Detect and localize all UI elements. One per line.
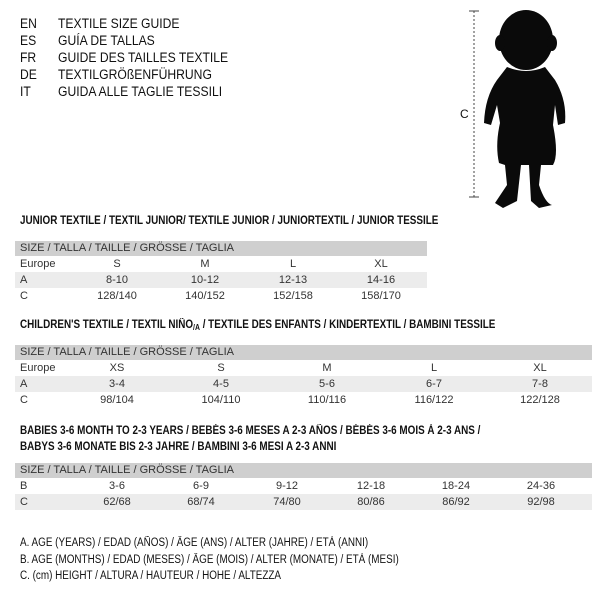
table-cell: L bbox=[430, 362, 438, 374]
table-cell: 7-8 bbox=[532, 378, 548, 390]
guide-title-es: GUÍA DE TALLAS bbox=[58, 33, 155, 48]
table-cell: 14-16 bbox=[366, 274, 396, 286]
table-cell: XL bbox=[533, 362, 547, 374]
size-header-row: SIZE / TALLA / TAILLE / GRÖSSE / TAGLIA bbox=[15, 345, 592, 360]
row-label: C bbox=[20, 496, 28, 508]
table-cell: 152/158 bbox=[273, 290, 313, 302]
table-row: A 8-10 10-12 12-13 14-16 bbox=[15, 272, 427, 288]
table-cell: 80/86 bbox=[357, 496, 385, 508]
table-row: A 3-4 4-5 5-6 6-7 7-8 bbox=[15, 376, 592, 392]
table-cell: XL bbox=[374, 258, 388, 270]
table-cell: 92/98 bbox=[527, 496, 555, 508]
height-measure-label: C bbox=[460, 107, 469, 121]
size-header-row: SIZE / TALLA / TAILLE / GRÖSSE / TAGLIA bbox=[15, 463, 592, 478]
table-cell: S bbox=[217, 362, 225, 374]
size-header-row: SIZE / TALLA / TAILLE / GRÖSSE / TAGLIA bbox=[15, 241, 427, 256]
table-row: C 128/140 140/152 152/158 158/170 bbox=[15, 288, 427, 304]
table-cell: 5-6 bbox=[319, 378, 335, 390]
row-label: A bbox=[20, 378, 28, 390]
table-cell: 3-4 bbox=[109, 378, 125, 390]
row-label: Europe bbox=[20, 362, 56, 374]
children-title-main: CHILDREN'S TEXTILE / TEXTIL NIÑO bbox=[20, 319, 194, 331]
row-label: Europe bbox=[20, 258, 56, 270]
legend-c: C. (cm) HEIGHT / ALTURA / HAUTEUR / HÖHE… bbox=[20, 570, 282, 582]
table-cell: 24-36 bbox=[526, 480, 556, 492]
lang-code-it: IT bbox=[20, 84, 31, 99]
table-cell: 68/74 bbox=[187, 496, 215, 508]
lang-code-en: EN bbox=[20, 16, 37, 31]
table-row: C 98/104 104/110 110/116 116/122 122/128 bbox=[15, 392, 592, 408]
row-label: C bbox=[20, 290, 28, 302]
table-cell: M bbox=[200, 258, 210, 270]
legend-b: B. AGE (MONTHS) / EDAD (MESES) / ÂGE (MO… bbox=[20, 554, 399, 566]
table-cell: 6-7 bbox=[426, 378, 442, 390]
table-cell: 116/122 bbox=[414, 394, 454, 406]
guide-title-en: TEXTILE SIZE GUIDE bbox=[58, 16, 180, 31]
table-cell: 62/68 bbox=[103, 496, 131, 508]
children-title-rest: / TEXTILE DES ENFANTS / KINDERTEXTIL / B… bbox=[199, 319, 496, 331]
baby-silhouette-figure bbox=[469, 10, 566, 208]
table-cell: 158/170 bbox=[361, 290, 401, 302]
table-cell: L bbox=[289, 258, 297, 270]
guide-title-fr: GUIDE DES TAILLES TEXTILE bbox=[58, 50, 229, 65]
table-cell: 104/110 bbox=[201, 394, 241, 406]
table-cell: 18-24 bbox=[441, 480, 471, 492]
babies-section-title-line1: BABIES 3-6 MONTH TO 2-3 YEARS / BEBÉS 3-… bbox=[20, 425, 481, 437]
lang-code-fr: FR bbox=[20, 50, 37, 65]
table-cell: 6-9 bbox=[193, 480, 209, 492]
table-cell: 122/128 bbox=[520, 394, 560, 406]
table-cell: 110/116 bbox=[307, 394, 347, 406]
table-cell: 86/92 bbox=[442, 496, 470, 508]
table-cell: 128/140 bbox=[97, 290, 137, 302]
table-cell: 8-10 bbox=[105, 274, 129, 286]
table-cell: 12-18 bbox=[356, 480, 386, 492]
baby-silhouette-icon bbox=[484, 10, 566, 208]
legend-a: A. AGE (YEARS) / EDAD (AÑOS) / ÂGE (ANS)… bbox=[20, 537, 369, 549]
guide-title-de: TEXTILGRÖßENFÜHRUNG bbox=[58, 67, 212, 82]
row-label: B bbox=[20, 480, 28, 492]
junior-section-title: JUNIOR TEXTILE / TEXTIL JUNIOR/ TEXTILE … bbox=[20, 215, 439, 227]
table-cell: S bbox=[113, 258, 121, 270]
table-cell: 12-13 bbox=[278, 274, 308, 286]
table-cell: M bbox=[322, 362, 332, 374]
children-section-title: CHILDREN'S TEXTILE / TEXTIL NIÑO/A / TEX… bbox=[20, 319, 495, 332]
table-row: B 3-6 6-9 9-12 12-18 18-24 24-36 bbox=[15, 478, 592, 494]
row-label: C bbox=[20, 394, 28, 406]
table-cell: 98/104 bbox=[100, 394, 134, 406]
table-cell: 74/80 bbox=[273, 496, 301, 508]
row-label: A bbox=[20, 274, 28, 286]
table-row: Europe S M L XL bbox=[15, 256, 427, 272]
table-cell: 10-12 bbox=[190, 274, 220, 286]
table-cell: 4-5 bbox=[213, 378, 229, 390]
babies-section-title-line2: BABYS 3-6 MONATE BIS 2-3 JAHRE / BAMBINI… bbox=[20, 441, 337, 453]
table-cell: 140/152 bbox=[185, 290, 225, 302]
table-cell: XS bbox=[109, 362, 125, 374]
lang-code-es: ES bbox=[20, 33, 37, 48]
table-cell: 9-12 bbox=[275, 480, 299, 492]
table-row: C 62/68 68/74 74/80 80/86 86/92 92/98 bbox=[15, 494, 592, 510]
children-title-suffix: /A bbox=[193, 323, 200, 332]
table-cell: 3-6 bbox=[109, 480, 125, 492]
guide-title-it: GUIDA ALLE TAGLIE TESSILI bbox=[58, 84, 223, 99]
lang-code-de: DE bbox=[20, 67, 37, 82]
table-row: Europe XS S M L XL bbox=[15, 360, 592, 376]
